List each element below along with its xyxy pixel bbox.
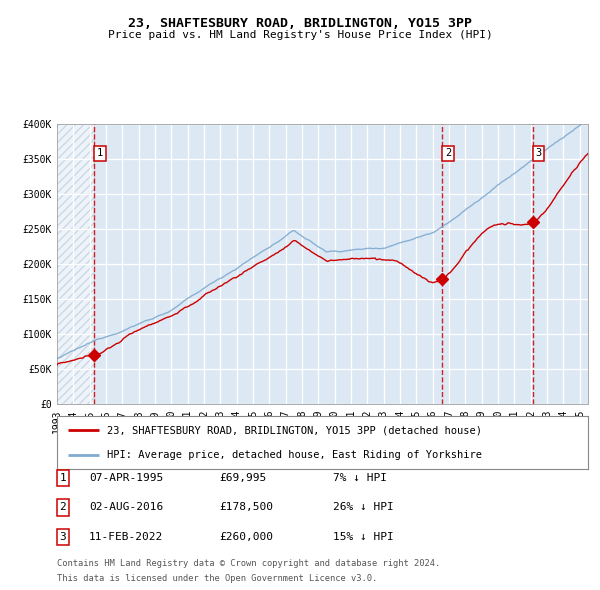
Text: 15% ↓ HPI: 15% ↓ HPI	[333, 532, 394, 542]
Text: £260,000: £260,000	[219, 532, 273, 542]
Text: 1: 1	[59, 473, 67, 483]
Bar	[57, 124, 94, 404]
Text: This data is licensed under the Open Government Licence v3.0.: This data is licensed under the Open Gov…	[57, 574, 377, 583]
Text: £69,995: £69,995	[219, 473, 266, 483]
Text: 26% ↓ HPI: 26% ↓ HPI	[333, 503, 394, 512]
Text: 23, SHAFTESBURY ROAD, BRIDLINGTON, YO15 3PP (detached house): 23, SHAFTESBURY ROAD, BRIDLINGTON, YO15 …	[107, 425, 482, 435]
Bar	[57, 124, 94, 404]
Text: 07-APR-1995: 07-APR-1995	[89, 473, 163, 483]
Text: 7% ↓ HPI: 7% ↓ HPI	[333, 473, 387, 483]
Text: 2: 2	[59, 503, 67, 512]
Text: 02-AUG-2016: 02-AUG-2016	[89, 503, 163, 512]
Text: Contains HM Land Registry data © Crown copyright and database right 2024.: Contains HM Land Registry data © Crown c…	[57, 559, 440, 568]
Text: 3: 3	[59, 532, 67, 542]
Text: 2: 2	[445, 148, 451, 158]
Text: 11-FEB-2022: 11-FEB-2022	[89, 532, 163, 542]
Text: 3: 3	[535, 148, 542, 158]
Text: Price paid vs. HM Land Registry's House Price Index (HPI): Price paid vs. HM Land Registry's House …	[107, 30, 493, 40]
Text: 23, SHAFTESBURY ROAD, BRIDLINGTON, YO15 3PP: 23, SHAFTESBURY ROAD, BRIDLINGTON, YO15 …	[128, 17, 472, 30]
Text: HPI: Average price, detached house, East Riding of Yorkshire: HPI: Average price, detached house, East…	[107, 450, 482, 460]
Text: 1: 1	[97, 148, 103, 158]
Text: £178,500: £178,500	[219, 503, 273, 512]
